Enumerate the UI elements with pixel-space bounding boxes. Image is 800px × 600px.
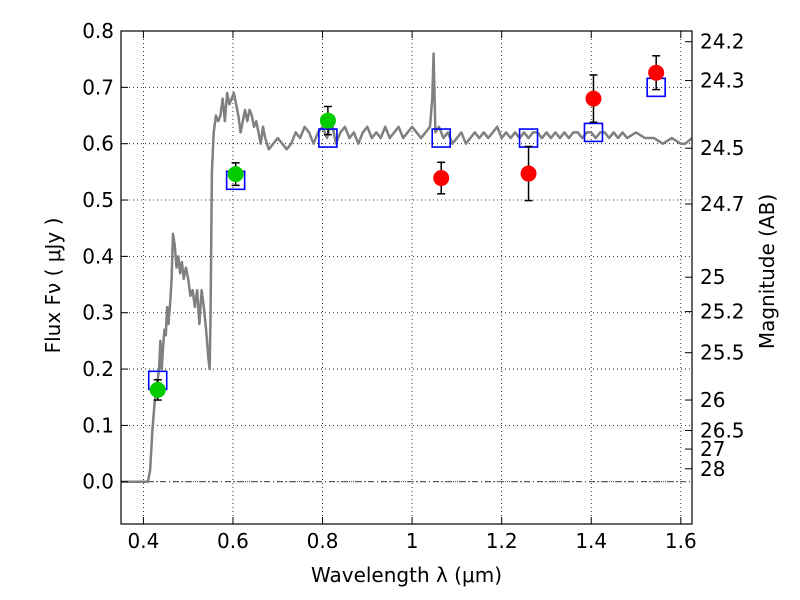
magnitude-tick-label: 24.3 (700, 69, 745, 93)
y-axis-title: Flux Fν ( μJy ) (41, 218, 65, 354)
x-tick-label: 1.2 (486, 529, 518, 553)
observed-flux-point (520, 165, 537, 182)
observed-flux-point (149, 381, 166, 398)
observed-flux-point (433, 170, 450, 187)
plot-frame (120, 30, 693, 525)
magnitude-tick-label: 26.5 (700, 418, 745, 442)
magnitude-tick-label: 26 (700, 388, 725, 412)
grid-lines (121, 30, 692, 524)
observed-flux-point (227, 166, 244, 183)
x-tick-label: 0.4 (127, 529, 159, 553)
x-tick-label: 1 (406, 529, 419, 553)
x-tick-label: 1.6 (665, 529, 697, 553)
magnitude-tick-label: 24.7 (700, 192, 745, 216)
y-tick-label: 0.1 (82, 413, 114, 437)
magnitude-tick-label: 25 (700, 265, 725, 289)
model-flux-square (431, 128, 452, 148)
y-tick-label: 0.3 (82, 301, 114, 325)
x-tick-label: 1.4 (575, 529, 607, 553)
y-tick-label: 0.2 (82, 357, 114, 381)
magnitude-tick-label: 28 (700, 457, 725, 481)
observed-flux-point (648, 64, 665, 81)
y-tick-label: 0.0 (82, 470, 114, 494)
y-tick-label: 0.6 (82, 132, 114, 156)
data-series (121, 52, 693, 483)
x-tick-label: 0.8 (307, 529, 339, 553)
axis-ticks: 0.4 0.6 0.8 1 1.2 1.4 1.6 0.0 0.1 0.2 0.3 0.4 0.5 0.6… (82, 19, 744, 553)
magnitude-tick-label: 27 (700, 437, 725, 461)
magnitude-axis-title: Magnitude (AB) (755, 194, 779, 349)
observed-flux-point (585, 90, 602, 107)
magnitude-tick-label: 24.5 (700, 136, 745, 160)
magnitude-tick-label: 25.2 (700, 300, 745, 324)
y-tick-label: 0.8 (82, 19, 114, 43)
y-tick-label: 0.4 (82, 244, 114, 268)
model-spectrum-line (121, 52, 693, 483)
x-axis-title: Wavelength λ (μm) (311, 563, 502, 587)
model-flux-square (583, 122, 604, 143)
magnitude-tick-label: 25.5 (700, 341, 745, 365)
y-tick-label: 0.5 (82, 188, 114, 212)
y-tick-label: 0.7 (82, 75, 114, 99)
magnitude-tick-label: 24.2 (700, 30, 745, 54)
x-tick-label: 0.6 (217, 529, 249, 553)
observed-flux-point (319, 112, 336, 129)
